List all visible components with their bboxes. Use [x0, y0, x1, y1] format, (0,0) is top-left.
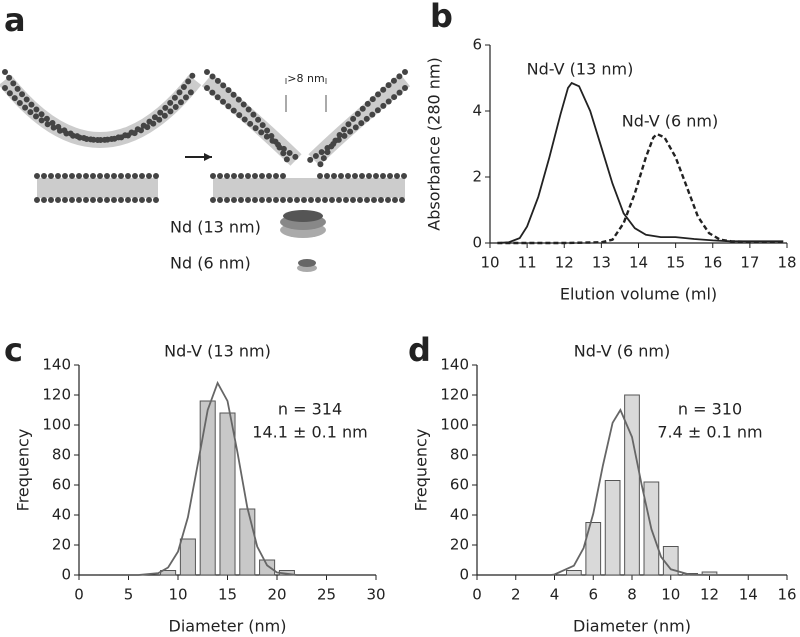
bar [219, 412, 236, 576]
chart-title: Nd-V (6 nm) [574, 342, 670, 361]
y-tick-label: 80 [52, 446, 71, 464]
x-tick-label: 14 [629, 254, 648, 272]
membrane [204, 69, 408, 168]
bilayer [213, 178, 405, 198]
x-tick-label: 6 [588, 586, 598, 604]
x-tick-label: 0 [74, 586, 84, 604]
y-tick-label: 2 [472, 168, 482, 186]
x-tick-label: 0 [472, 586, 482, 604]
panel-letter: a [4, 1, 26, 39]
series-label: Nd-V (6 nm) [622, 112, 718, 131]
y-tick-label: 100 [42, 416, 71, 434]
bilayer [34, 173, 161, 203]
data-line [497, 132, 784, 245]
panel-letter: c [4, 331, 23, 369]
x-tick-label: 16 [703, 254, 722, 272]
y-tick-label: 100 [440, 416, 469, 434]
x-tick-label: 10 [168, 586, 187, 604]
annotation: 14.1 ± 0.1 nm [252, 423, 367, 442]
x-axis-title: Elution volume (ml) [560, 285, 717, 304]
x-tick-label: 8 [627, 586, 637, 604]
gap-marker [285, 78, 327, 112]
bar [199, 400, 216, 576]
gap-label: >8 nm [287, 72, 324, 85]
fit-curve [550, 408, 749, 576]
y-tick-label: 0 [472, 234, 482, 252]
x-tick-label: 15 [218, 586, 237, 604]
data-line [497, 81, 784, 244]
x-tick-label: 30 [366, 586, 385, 604]
disc-label: Nd (6 nm) [170, 254, 251, 273]
x-tick-label: 16 [777, 586, 796, 604]
y-tick-label: 20 [52, 536, 71, 554]
y-axis-title: Frequency [14, 429, 33, 512]
x-tick-label: 17 [740, 254, 759, 272]
membrane [2, 85, 198, 143]
x-tick-label: 15 [666, 254, 685, 272]
disc-label: Nd (13 nm) [170, 218, 261, 237]
fit-curve [98, 380, 327, 576]
y-axis-title: Absorbance (280 nm) [425, 57, 444, 230]
y-tick-label: 140 [440, 356, 469, 374]
diagram: a >8 nm Nd (13 nm) Nd (6 nm) [0, 1, 411, 273]
y-tick-label: 0 [459, 566, 469, 584]
panel-letter: b [430, 0, 453, 35]
x-tick-label: 13 [592, 254, 611, 272]
x-tick-label: 25 [317, 586, 336, 604]
y-tick-label: 120 [42, 386, 71, 404]
x-tick-label: 10 [661, 586, 680, 604]
arrow [204, 153, 212, 161]
bar [585, 522, 602, 576]
x-axis-title: Diameter (nm) [169, 617, 287, 636]
bar [239, 508, 256, 576]
y-tick-label: 40 [52, 506, 71, 524]
y-tick-label: 140 [42, 356, 71, 374]
series-label: Nd-V (13 nm) [527, 60, 634, 79]
y-tick-label: 80 [450, 446, 469, 464]
y-tick-label: 60 [52, 476, 71, 494]
y-tick-label: 4 [472, 102, 482, 120]
disc [283, 210, 323, 222]
x-tick-label: 20 [267, 586, 286, 604]
x-axis-title: Diameter (nm) [573, 617, 691, 636]
y-tick-label: 40 [450, 506, 469, 524]
annotation: n = 314 [278, 400, 342, 419]
bar [604, 480, 621, 576]
y-tick-label: 0 [61, 566, 71, 584]
membrane [2, 69, 198, 143]
x-tick-label: 5 [124, 586, 134, 604]
bilayer [210, 173, 408, 203]
y-tick-label: 120 [440, 386, 469, 404]
bilayer [37, 178, 158, 198]
x-tick-label: 14 [739, 586, 758, 604]
y-tick-label: 60 [450, 476, 469, 494]
bar [259, 559, 276, 576]
x-tick-label: 18 [777, 254, 796, 272]
x-tick-label: 4 [550, 586, 560, 604]
panel-letter: d [408, 331, 431, 369]
x-tick-label: 2 [511, 586, 521, 604]
y-tick-label: 6 [472, 36, 482, 54]
bar [566, 570, 582, 576]
annotation: 7.4 ± 0.1 nm [657, 423, 762, 442]
bar [179, 538, 196, 576]
y-axis-title: Frequency [412, 429, 431, 512]
x-tick-label: 11 [518, 254, 537, 272]
chart-title: Nd-V (13 nm) [164, 342, 271, 361]
bar [624, 394, 640, 576]
annotation: n = 310 [678, 400, 742, 419]
y-tick-label: 20 [450, 536, 469, 554]
x-tick-label: 10 [480, 254, 499, 272]
x-tick-label: 12 [555, 254, 574, 272]
x-tick-label: 12 [700, 586, 719, 604]
membrane [201, 73, 411, 166]
disc [298, 259, 316, 267]
